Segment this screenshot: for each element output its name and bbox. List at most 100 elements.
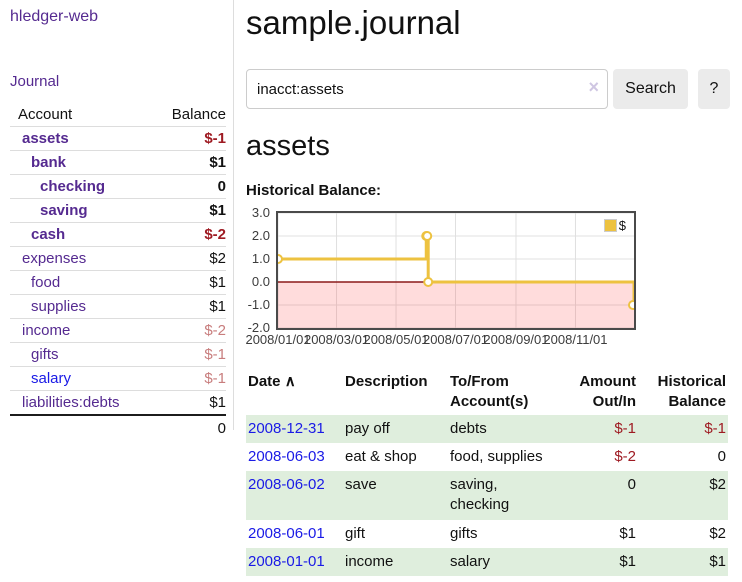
account-row: checking 0 (10, 174, 226, 199)
account-row: income $-2 (10, 318, 226, 343)
search-box: × (246, 69, 608, 109)
y-axis-tick-label: 1.0 (251, 251, 270, 266)
register-description-cell: eat & shop (345, 447, 417, 465)
register-amount-cell: $-1 (614, 419, 636, 437)
register-table: Date ∧ Description To/From Account(s) Am… (246, 370, 728, 576)
account-link[interactable]: saving (40, 202, 88, 219)
register-header-description: Description (345, 373, 428, 390)
account-link[interactable]: cash (31, 226, 66, 243)
register-header-accounts: To/From Account(s) (450, 373, 529, 411)
x-axis-tick-label: 2008/03/01 (303, 332, 370, 347)
sidebar-item-journal[interactable]: Journal (10, 73, 60, 90)
register-description-cell: save (345, 476, 377, 493)
sidebar-divider (233, 0, 234, 430)
register-accounts-cell: saving, checking (450, 476, 510, 514)
account-row: supplies $1 (10, 294, 226, 319)
transaction-date-link[interactable]: 2008-06-03 (248, 447, 325, 465)
register-amount-cell: $1 (619, 524, 636, 542)
account-balance: $-1 (154, 126, 226, 151)
account-row: saving $1 (10, 198, 226, 223)
account-link[interactable]: gifts (31, 346, 59, 363)
register-header-balance: Historical Balance (657, 373, 726, 411)
accounts-tbody: assets $-1 bank $1 checking 0 saving $1 cash $-2 e… (10, 126, 226, 416)
register-row: 2008-06-02 save saving, checking 0 $2 (246, 471, 728, 520)
register-header-amount: Amount Out/In (579, 373, 636, 411)
account-balance: $-2 (154, 222, 226, 247)
x-axis-tick-label: 2008/01/01 (245, 332, 311, 347)
account-row: food $1 (10, 270, 226, 295)
sidebar: hledger-web Journal Account Balance asse… (0, 0, 233, 440)
transaction-date-link[interactable]: 2008-06-02 (248, 476, 325, 493)
account-balance: $-1 (154, 366, 226, 391)
register-accounts-cell: debts (450, 419, 487, 437)
register-description-cell: income (345, 552, 394, 570)
register-balance-cell: $1 (709, 552, 726, 570)
register-header-date[interactable]: Date ∧ (248, 373, 296, 390)
search-button[interactable]: Search (613, 69, 688, 109)
account-link[interactable]: food (31, 274, 61, 291)
register-description-cell: gift (345, 524, 366, 542)
account-balance: $1 (154, 390, 226, 416)
legend-label: $ (618, 218, 626, 233)
x-axis-tick-label: 2008/09/01 (483, 332, 549, 347)
register-row: 2008-01-01 income salary $1 $1 (246, 547, 728, 576)
chart-legend: $ (601, 217, 628, 234)
accounts-header-balance: Balance (154, 103, 226, 127)
account-link[interactable]: checking (40, 178, 106, 195)
chart-plot (278, 213, 634, 328)
x-axis-tick-label: 2008/05/01 (363, 332, 429, 347)
register-balance-cell: $-1 (704, 419, 726, 437)
account-link[interactable]: salary (31, 370, 72, 387)
search-input[interactable] (246, 69, 608, 109)
register-accounts-cell: gifts (450, 524, 478, 542)
transaction-date-link[interactable]: 2008-06-01 (248, 524, 325, 542)
account-link[interactable]: income (22, 322, 71, 339)
legend-swatch-icon (603, 219, 617, 232)
main-content: sample.journal × Search ? assets Histori… (245, 0, 742, 576)
x-axis-tick-label: 2008/07/01 (422, 332, 489, 347)
register-balance-cell: $2 (709, 524, 726, 542)
page-title: sample.journal (246, 4, 461, 41)
y-axis-tick-label: 2.0 (251, 228, 270, 243)
register-amount-cell: $1 (619, 552, 636, 570)
transaction-date-link[interactable]: 2008-12-31 (248, 419, 325, 437)
account-link[interactable]: bank (31, 154, 67, 171)
y-axis-tick-label: 3.0 (251, 205, 270, 220)
x-axis-tick-label: 2008/11/01 (543, 332, 608, 347)
clear-search-icon[interactable]: × (588, 77, 599, 97)
account-row: expenses $2 (10, 246, 226, 271)
register-balance-cell: $2 (709, 476, 726, 493)
account-row: assets $-1 (10, 126, 226, 151)
app-title-link[interactable]: hledger-web (10, 8, 99, 25)
account-link[interactable]: liabilities:debts (22, 394, 120, 411)
account-link[interactable]: expenses (22, 250, 87, 267)
search-form: × Search ? (246, 69, 742, 109)
account-balance: $1 (154, 198, 226, 223)
account-balance: 0 (154, 174, 226, 199)
historical-balance-chart[interactable]: $ 3.0 2.0 1.0 0.0 -1.0 -2.0 2008/01/01 2008/03/… (245, 205, 636, 347)
account-row: liabilities:debts $1 (10, 390, 226, 416)
account-heading: assets (246, 130, 330, 162)
help-button[interactable]: ? (698, 69, 730, 109)
account-balance: $2 (154, 246, 226, 271)
account-balance: $1 (154, 270, 226, 295)
y-axis-tick-label: 0.0 (251, 274, 270, 289)
register-amount-cell: $-2 (614, 447, 636, 465)
register-tbody: 2008-12-31 pay off debts $-1 $-1 2008-06-03 ea… (246, 414, 728, 576)
account-row: salary $-1 (10, 366, 226, 391)
transaction-date-link[interactable]: 2008-01-01 (248, 552, 325, 570)
accounts-total-row: 0 (10, 414, 226, 440)
account-link[interactable]: assets (22, 130, 69, 147)
accounts-table: Account Balance assets $-1 bank $1 checking 0… (10, 103, 226, 440)
y-axis-tick-label: -1.0 (247, 297, 270, 312)
register-row: 2008-06-03 eat & shop food, supplies $-2 0 (246, 443, 728, 471)
register-accounts-cell: food, supplies (450, 447, 543, 465)
y-axis-tick-label: -2.0 (247, 320, 270, 335)
sort-ascending-icon: ∧ (284, 373, 296, 390)
register-description-cell: pay off (345, 419, 390, 437)
account-balance: $1 (154, 294, 226, 319)
chart-title: Historical Balance: (246, 182, 382, 199)
register-amount-cell: 0 (627, 476, 636, 493)
accounts-header-account: Account (10, 103, 155, 127)
account-link[interactable]: supplies (31, 298, 87, 315)
